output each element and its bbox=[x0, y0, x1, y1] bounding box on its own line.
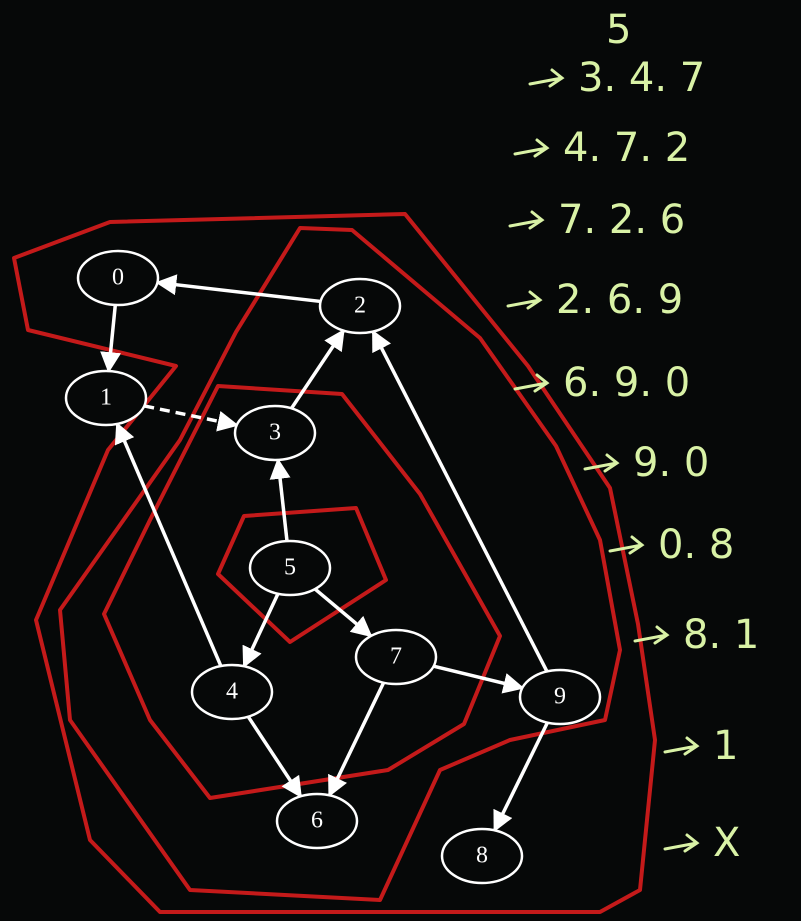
edge bbox=[433, 664, 525, 694]
queue-row: 6. 9. 0 bbox=[563, 360, 690, 406]
queue-arrow bbox=[513, 373, 550, 393]
node-label: 2 bbox=[354, 293, 366, 319]
node-shape bbox=[190, 663, 274, 721]
queue-row: X bbox=[713, 820, 740, 866]
queue-arrow bbox=[663, 833, 700, 853]
node-shape bbox=[248, 539, 332, 597]
edge bbox=[242, 593, 280, 669]
edge bbox=[371, 329, 549, 673]
queue-row: 7. 2. 6 bbox=[558, 197, 685, 243]
queue-arrow bbox=[513, 138, 550, 158]
edge bbox=[155, 274, 321, 304]
edge bbox=[114, 422, 223, 667]
queue-arrow bbox=[508, 210, 545, 230]
node-label: 5 bbox=[284, 555, 296, 581]
node: 2 bbox=[318, 277, 402, 335]
node-label: 7 bbox=[390, 644, 402, 670]
node: 6 bbox=[275, 792, 359, 850]
nodes: 0 1 2 3 4 5 6 7 8 9 bbox=[64, 249, 602, 885]
node: 9 bbox=[518, 668, 602, 726]
node-shape bbox=[518, 668, 602, 726]
node-shape bbox=[64, 369, 148, 427]
edge bbox=[313, 587, 373, 638]
queue-row: 3. 4. 7 bbox=[578, 55, 705, 101]
queue-arrow bbox=[633, 625, 670, 645]
node: 0 bbox=[76, 249, 160, 307]
queue-start: 5 bbox=[606, 7, 631, 53]
queue-row: 8. 1 bbox=[683, 612, 759, 658]
node-shape bbox=[233, 404, 317, 462]
outline-inner bbox=[216, 506, 388, 644]
queue-arrow bbox=[663, 736, 700, 756]
outline-3 bbox=[102, 384, 502, 800]
node-shape bbox=[440, 827, 524, 885]
edge bbox=[493, 721, 549, 833]
edge bbox=[100, 304, 122, 374]
node-label: 6 bbox=[311, 808, 323, 834]
node: 5 bbox=[248, 539, 332, 597]
node-shape bbox=[275, 792, 359, 850]
queue-arrow bbox=[528, 68, 565, 88]
queue-row: 4. 7. 2 bbox=[563, 125, 690, 171]
node: 4 bbox=[190, 663, 274, 721]
edge bbox=[269, 457, 291, 542]
node: 7 bbox=[354, 628, 438, 686]
edge bbox=[327, 681, 386, 798]
queue-arrow bbox=[506, 290, 543, 310]
queue-row: 2. 6. 9 bbox=[556, 277, 683, 323]
edge bbox=[290, 328, 345, 410]
queue-row: 1 bbox=[713, 723, 738, 769]
edges bbox=[100, 274, 549, 833]
node-label: 9 bbox=[554, 684, 566, 710]
node-shape bbox=[76, 249, 160, 307]
node-label: 0 bbox=[112, 265, 124, 291]
edge bbox=[246, 715, 303, 799]
queue-arrow bbox=[608, 535, 645, 555]
node-label: 3 bbox=[269, 420, 281, 446]
node: 1 bbox=[64, 369, 148, 427]
queue-row: 0. 8 bbox=[658, 522, 734, 568]
node-label: 1 bbox=[100, 385, 112, 411]
outline-2 bbox=[58, 226, 622, 902]
node: 8 bbox=[440, 827, 524, 885]
node-label: 8 bbox=[476, 843, 488, 869]
node-label: 4 bbox=[226, 679, 238, 705]
queue-row: 9. 0 bbox=[633, 440, 709, 486]
node-shape bbox=[354, 628, 438, 686]
queue-arrow bbox=[583, 453, 620, 473]
node: 3 bbox=[233, 404, 317, 462]
queue: 3. 4. 7 4. 7. 2 7. 2. 6 2. 6. 9 6. 9. 0 9. 0 0… bbox=[506, 55, 759, 866]
node-shape bbox=[318, 277, 402, 335]
